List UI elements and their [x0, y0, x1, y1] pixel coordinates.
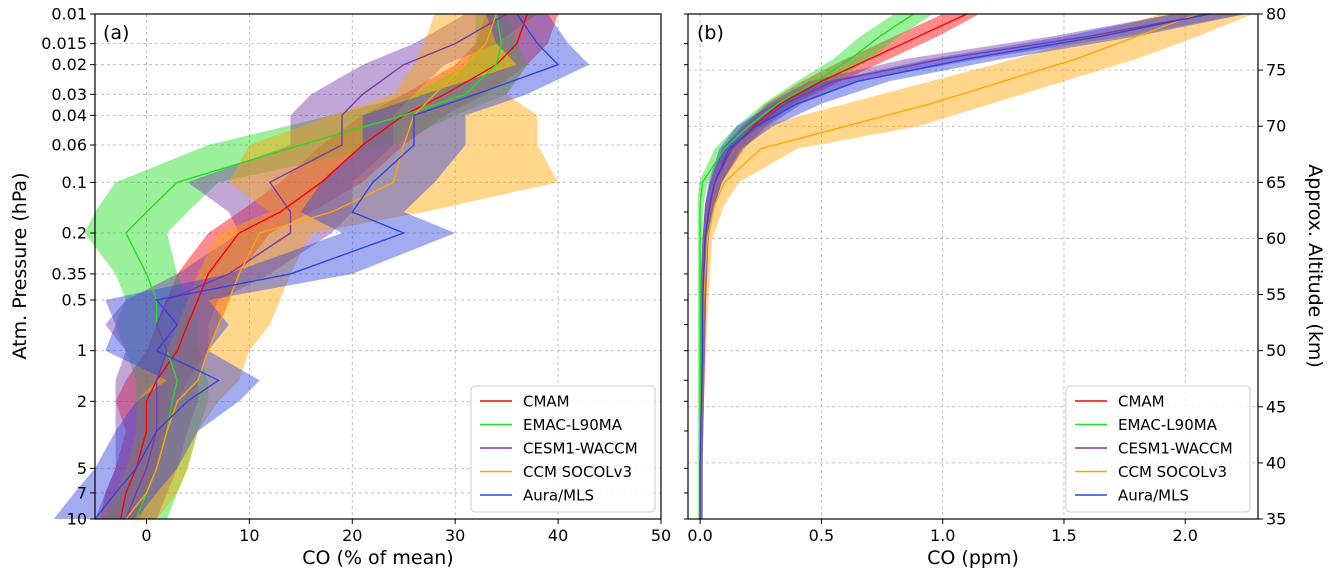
panel-a-line-aura-mls [94, 13, 560, 520]
panel-a-band-aura-mls [53, 14, 590, 519]
panel-a-y-tick-label: 0.1 [62, 173, 87, 192]
panel-a-frame [94, 13, 662, 520]
panel-a-band-ccm-socolv3 [95, 14, 559, 519]
panel-a-y-tick-label: 0.35 [51, 264, 87, 283]
panel-b-line-aura-mls [699, 13, 1210, 519]
panel-a-x-tick-label: 20 [342, 526, 362, 545]
panel-b-y-tick-label: 75 [1266, 61, 1286, 80]
panel-a-series-lines [94, 13, 560, 520]
panel-a-y-tick-label: 0.03 [51, 85, 87, 104]
panel-b-ylabel: Approx. Altitude (km) [1304, 164, 1326, 368]
panel-b-frame [687, 13, 1259, 520]
panel-b-band-ccm-socolv3 [700, 14, 1254, 519]
panel-a-label: (a) [103, 22, 129, 44]
panel-a-y-tick-label: 0.02 [51, 55, 87, 74]
panel-b-x-tick-label: 0.0 [687, 526, 712, 545]
panel-a-y-tick-label: 10 [67, 510, 87, 529]
panel-a-y-tick-label: 1 [77, 341, 87, 360]
panel-b-y-tick-label: 40 [1266, 453, 1286, 472]
panel-b-x-tick-label: 2.0 [1173, 526, 1198, 545]
panel-a-legend-label-cesm1-waccm: CESM1-WACCM [523, 440, 638, 458]
panel-b-legend-label-ccm-socolv3: CCM SOCOLv3 [1118, 463, 1227, 481]
panel-b-legend-label-cesm1-waccm: CESM1-WACCM [1118, 440, 1233, 458]
panel-b-legend-label-emac-l90ma: EMAC-L90MA [1118, 416, 1218, 434]
panel-b-y-tick-label: 60 [1266, 229, 1286, 248]
panel-b-y-tick-label: 50 [1266, 341, 1286, 360]
panel-a-band-cesm1-waccm [95, 14, 538, 519]
panel-a-legend-label-emac-l90ma: EMAC-L90MA [523, 416, 623, 434]
panel-a-x-tick-label: 40 [548, 526, 568, 545]
panel-b-legend-box [1065, 385, 1251, 513]
panel-a-band-emac-l90ma [84, 14, 528, 519]
panel-a-y-tick-label: 7 [77, 483, 87, 502]
panel-b-y-tick-label: 80 [1266, 5, 1286, 24]
panel-a-ylabel: Atm. Pressure (hPa) [9, 173, 31, 360]
panel-a-x-tick-label: 0 [141, 526, 151, 545]
panel-a-y-tick-label: 5 [77, 459, 87, 478]
panel-a-legend: CMAM EMAC-L90MA CESM1-WACCM CCM SOCOLv3 Aura… [470, 385, 656, 513]
panel-a-y-tick-label: 0.04 [51, 106, 87, 125]
panel-a-line-cmam [120, 13, 528, 520]
panel-a-y-tick-label: 0.01 [51, 5, 87, 24]
panel-a-x-tick-label: 30 [445, 526, 465, 545]
panel-a-legend-label-ccm-socolv3: CCM SOCOLv3 [523, 463, 632, 481]
panel-b-xlabel: CO (ppm) [927, 547, 1019, 569]
panel-a-x-tick-label: 50 [651, 526, 671, 545]
panel-a-x-tick-label: 10 [239, 526, 259, 545]
panel-b-y-tick-label: 70 [1266, 117, 1286, 136]
panel-b-series-lines [699, 13, 1210, 519]
panel-b-x-tick-label: 1.0 [930, 526, 955, 545]
panel-b-label: (b) [697, 22, 724, 44]
panel-b-legend: CMAM EMAC-L90MA CESM1-WACCM CCM SOCOLv3 Aura… [1065, 385, 1251, 513]
panel-b-legend-label-aura-mls: Aura/MLS [1118, 487, 1189, 505]
panel-a-y-tick-label: 0.06 [51, 135, 87, 154]
panel-b-x-tick-label: 1.5 [1051, 526, 1076, 545]
panel-b-y-tick-label: 65 [1266, 173, 1286, 192]
panel-a-chart: 0 10 20 30 40 50 0.01 0.015 0.02 0.03 0.04 0.06 0.1 0… [9, 5, 671, 570]
panel-a-y-tick-label: 0.015 [41, 34, 87, 53]
panel-b-shaded-ranges [697, 14, 1254, 519]
panel-b-y-tick-label: 55 [1266, 285, 1286, 304]
panel-a-ticks: 0 10 20 30 40 50 0.01 0.015 0.02 0.03 0.04 0.06 0.1 0… [41, 5, 671, 546]
panel-a-legend-box [470, 385, 656, 513]
panel-b-x-tick-label: 0.5 [809, 526, 834, 545]
panel-a-xlabel: CO (% of mean) [302, 547, 453, 569]
panel-b-y-tick-label: 35 [1266, 510, 1286, 529]
panel-a-y-tick-label: 2 [77, 392, 87, 411]
panel-a-line-ccm-socolv3 [125, 13, 497, 520]
panel-b-line-emac-l90ma [699, 13, 914, 519]
panel-b-legend-label-cmam: CMAM [1118, 393, 1165, 411]
panel-a-y-tick-label: 0.2 [62, 224, 87, 243]
panel-b-ticks: 0.0 0.5 1.0 1.5 2.0 35 40 45 50 55 60 65 70 75 80 [684, 5, 1286, 545]
panel-a-legend-label-aura-mls: Aura/MLS [523, 487, 594, 505]
panel-a-y-tick-label: 0.5 [62, 290, 87, 309]
panel-b-y-tick-label: 45 [1266, 397, 1286, 416]
panel-a-legend-label-cmam: CMAM [523, 393, 570, 411]
